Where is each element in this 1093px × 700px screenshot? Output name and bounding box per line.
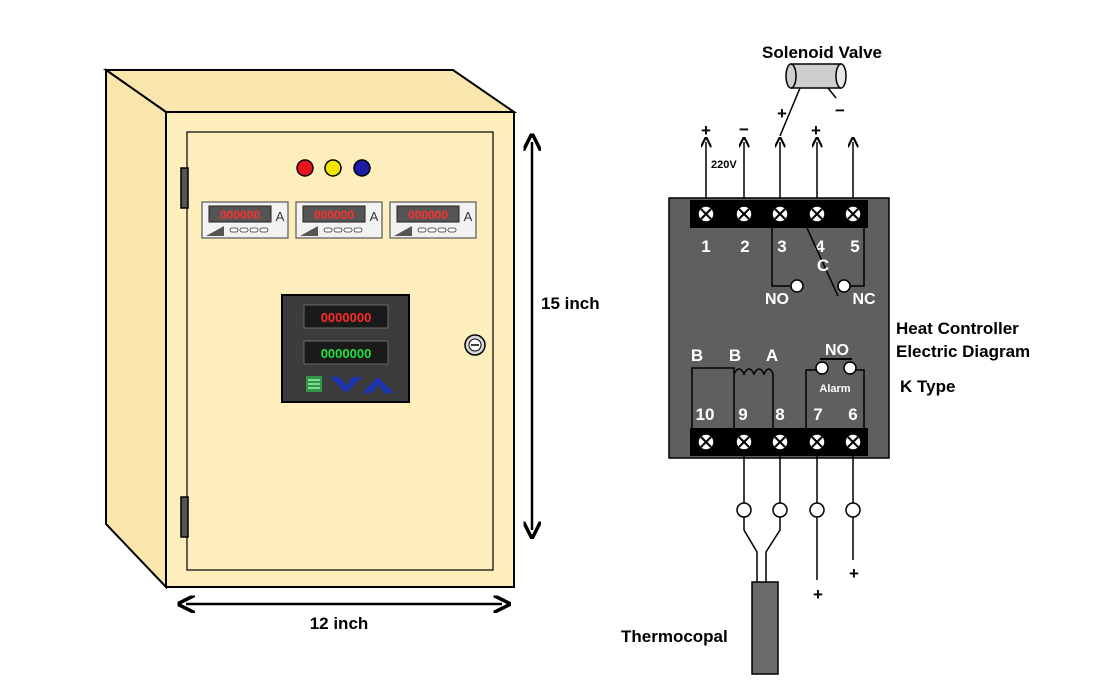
terminal-a-label: A xyxy=(766,346,778,365)
terminal-7-number: 7 xyxy=(813,405,822,424)
alarm-normally-open-label: NO xyxy=(825,342,849,359)
relay-contacts xyxy=(771,227,865,297)
terminal-7-screw-icon[interactable] xyxy=(808,433,826,451)
bottom-plus-label-1: + xyxy=(849,564,859,583)
solenoid-positive-wire xyxy=(779,87,801,137)
terminal-8-number: 8 xyxy=(775,405,784,424)
power-plus-label: + xyxy=(701,121,711,140)
width-dimension-label: 12 inch xyxy=(310,614,369,633)
controller-down-button[interactable] xyxy=(330,377,362,393)
indicator-light-blue-icon xyxy=(353,159,371,177)
top-terminal-strip xyxy=(690,200,868,228)
terminal-10-number: 10 xyxy=(696,405,715,424)
power-minus-label: − xyxy=(739,120,749,139)
bottom-plus-label-2: + xyxy=(813,585,823,604)
controller-process-value: 0000000 xyxy=(321,310,372,325)
ammeter-1-unit: A xyxy=(276,209,285,224)
height-dimension-label: 15 inch xyxy=(541,294,600,313)
ammeter-2-reading: 000000 xyxy=(314,208,354,222)
normally-closed-label: NC xyxy=(852,291,876,308)
terminal-b1-label: B xyxy=(691,346,703,365)
alarm-contacts xyxy=(805,358,865,428)
terminal-4-screw-icon[interactable] xyxy=(808,205,826,223)
solenoid-minus-label: − xyxy=(835,101,845,120)
ammeter-2-unit: A xyxy=(370,209,379,224)
ammeter-1: 000000 A xyxy=(201,201,289,239)
solenoid-valve-label: Solenoid Valve xyxy=(762,43,882,62)
thermocouple-label: Thermocopal xyxy=(621,627,728,646)
bottom-terminal-strip xyxy=(690,428,868,456)
ammeter-3-reading: 000000 xyxy=(408,208,448,222)
indicator-light-red-icon xyxy=(296,159,314,177)
terminal-3-screw-icon[interactable] xyxy=(771,205,789,223)
terminal-6-number: 6 xyxy=(848,405,857,424)
temperature-controller-panel: 0000000 0000000 xyxy=(281,294,410,403)
cabinet-door[interactable] xyxy=(186,131,494,571)
ammeter-3-unit: A xyxy=(464,209,473,224)
terminal-10-screw-icon[interactable] xyxy=(697,433,715,451)
terminal-5-screw-icon[interactable] xyxy=(844,205,862,223)
diagram-title-line-1: Heat Controller xyxy=(896,319,1019,338)
heat-controller-body xyxy=(668,197,890,459)
bottom-wiring xyxy=(736,456,861,582)
terminal-2-screw-icon[interactable] xyxy=(735,205,753,223)
cabinet-side-face xyxy=(105,68,167,590)
controller-set-value: 0000000 xyxy=(321,346,372,361)
terminal-2-number: 2 xyxy=(740,237,749,256)
controller-menu-button[interactable] xyxy=(306,376,322,392)
terminal-4-plus-label: + xyxy=(811,121,821,140)
terminal-8-screw-icon[interactable] xyxy=(771,433,789,451)
indicator-light-yellow-icon xyxy=(324,159,342,177)
terminal-b2-label: B xyxy=(729,346,741,365)
voltage-label: 220V xyxy=(711,159,737,171)
alarm-label: Alarm xyxy=(819,383,850,395)
terminal-1-number: 1 xyxy=(701,237,710,256)
wiring-diagram: Solenoid Valve + − + − 220V + 1 xyxy=(621,43,1030,675)
terminal-9-number: 9 xyxy=(738,405,747,424)
ammeter-3: 000000 A xyxy=(389,201,477,239)
normally-open-label: NO xyxy=(765,291,789,308)
thermocouple-probe-icon xyxy=(751,581,779,675)
controller-up-button[interactable] xyxy=(362,377,394,393)
solenoid-valve-icon xyxy=(785,63,847,89)
ammeter-2: 000000 A xyxy=(295,201,383,239)
ammeter-1-reading: 000000 xyxy=(220,208,260,222)
terminal-4-number: 4 xyxy=(815,237,825,256)
common-contact-label: C xyxy=(817,256,829,275)
thermocouple-type-label: K Type xyxy=(900,377,955,396)
cabinet-top-face xyxy=(102,69,518,113)
electrical-cabinet: 000000 A 000000 A 000000 A xyxy=(102,68,600,633)
terminal-1-screw-icon[interactable] xyxy=(697,205,715,223)
diagram-title-line-2: Electric Diagram xyxy=(896,342,1030,361)
thermocouple-input-wiring xyxy=(691,367,774,428)
terminal-3-number: 3 xyxy=(777,237,786,256)
solenoid-negative-wire xyxy=(827,87,837,99)
terminal-5-number: 5 xyxy=(850,237,859,256)
hinge-top-icon xyxy=(180,167,189,209)
hinge-bottom-icon xyxy=(180,496,189,538)
terminal-6-screw-icon[interactable] xyxy=(844,433,862,451)
terminal-9-screw-icon[interactable] xyxy=(735,433,753,451)
door-lock-icon[interactable] xyxy=(464,334,486,356)
solenoid-plus-label: + xyxy=(777,104,787,123)
